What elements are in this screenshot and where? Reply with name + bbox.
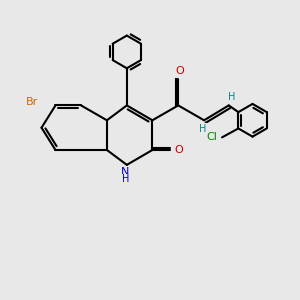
Text: O: O: [175, 145, 184, 155]
Text: H: H: [199, 124, 206, 134]
Text: N: N: [121, 167, 130, 177]
Text: H: H: [228, 92, 236, 102]
Text: H: H: [122, 174, 129, 184]
Text: Cl: Cl: [207, 132, 218, 142]
Text: O: O: [175, 66, 184, 76]
Text: Br: Br: [26, 98, 38, 107]
